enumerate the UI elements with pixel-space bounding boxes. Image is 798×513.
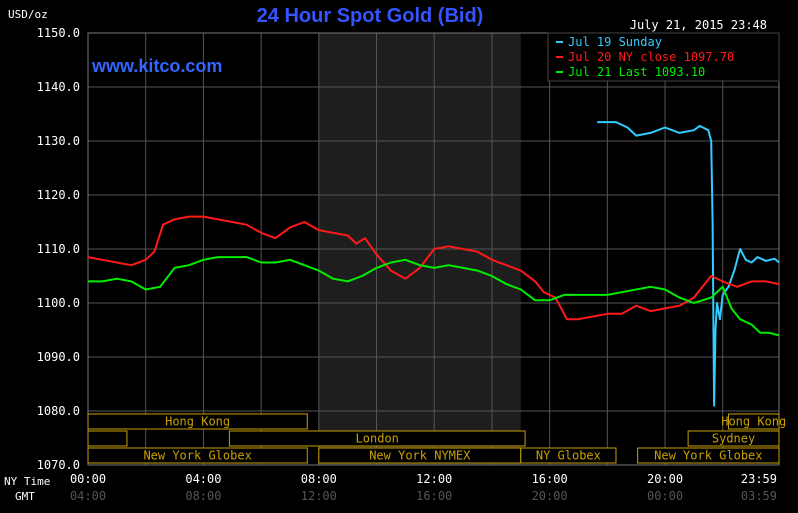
x-tick-label-ny: 04:00 — [185, 472, 221, 486]
y-tick-label: 1140.0 — [37, 80, 80, 94]
session-label: New York Globex — [143, 449, 251, 463]
y-tick-label: 1130.0 — [37, 134, 80, 148]
x-tick-label-gmt: 04:00 — [70, 489, 106, 503]
x-tick-label-ny: 16:00 — [532, 472, 568, 486]
x-tick-label-ny: 12:00 — [416, 472, 452, 486]
x-row-label-gmt: GMT — [15, 490, 35, 503]
legend-entry: Jul 21 Last 1093.10 — [568, 65, 705, 79]
timestamp: July 21, 2015 23:48 — [630, 18, 767, 32]
x-tick-label-ny: 00:00 — [70, 472, 106, 486]
watermark: www.kitco.com — [91, 56, 222, 76]
x-tick-label-gmt: 00:00 — [647, 489, 683, 503]
chart-title: 24 Hour Spot Gold (Bid) — [257, 5, 484, 27]
session-box — [687, 430, 780, 447]
series-line-1 — [87, 215, 780, 321]
y-tick-label: 1100.0 — [37, 296, 80, 310]
session-label: New York Globex — [654, 449, 762, 463]
legend-box — [547, 32, 780, 82]
series-lines — [87, 121, 780, 407]
x-tick-label-gmt: 16:00 — [416, 489, 452, 503]
session-box — [87, 447, 308, 464]
x-tick-label-gmt: 03:59 — [741, 489, 777, 503]
session-box — [87, 430, 128, 447]
y-tick-label: 1080.0 — [37, 404, 80, 418]
session-label: New York NYMEX — [369, 449, 471, 463]
session-box — [87, 413, 308, 430]
x-tick-label-ny: 20:00 — [647, 472, 683, 486]
axes: 1150.0 1140.0 1130.0 1120.0 1110.0 1100.0 1090… — [4, 26, 777, 503]
x-tick-label-ny: 23:59 — [741, 472, 777, 486]
x-tick-label-gmt: 12:00 — [301, 489, 337, 503]
legend-entry: Jul 19 Sunday — [568, 35, 662, 49]
x-tick-label-gmt: 20:00 — [532, 489, 568, 503]
series-line-2 — [88, 256, 780, 337]
y-tick-label: 1090.0 — [37, 350, 80, 364]
session-box — [228, 430, 526, 447]
trading-sessions: Hong Kong Hong Kong London Sydney New York G… — [87, 413, 786, 464]
session-label: Hong Kong — [721, 415, 786, 429]
x-row-label-ny: NY Time — [4, 475, 50, 488]
session-label: NY Globex — [536, 449, 601, 463]
y-tick-label: 1070.0 — [37, 458, 80, 472]
unit-label: USD/oz — [8, 8, 48, 21]
x-tick-label-ny: 08:00 — [301, 472, 337, 486]
plot-frame — [87, 32, 780, 466]
y-tick-label: 1150.0 — [37, 26, 80, 40]
session-box — [728, 413, 780, 430]
session-box — [520, 447, 617, 464]
session-label: London — [356, 432, 399, 446]
session-box — [637, 447, 780, 464]
y-tick-label: 1110.0 — [37, 242, 80, 256]
session-label: Hong Kong — [165, 415, 230, 429]
legend-entry: Jul 20 NY close 1097.70 — [568, 50, 734, 64]
y-tick-label: 1120.0 — [37, 188, 80, 202]
session-label: Sydney — [712, 432, 755, 446]
x-tick-label-gmt: 08:00 — [185, 489, 221, 503]
series-line-0 — [597, 121, 780, 407]
